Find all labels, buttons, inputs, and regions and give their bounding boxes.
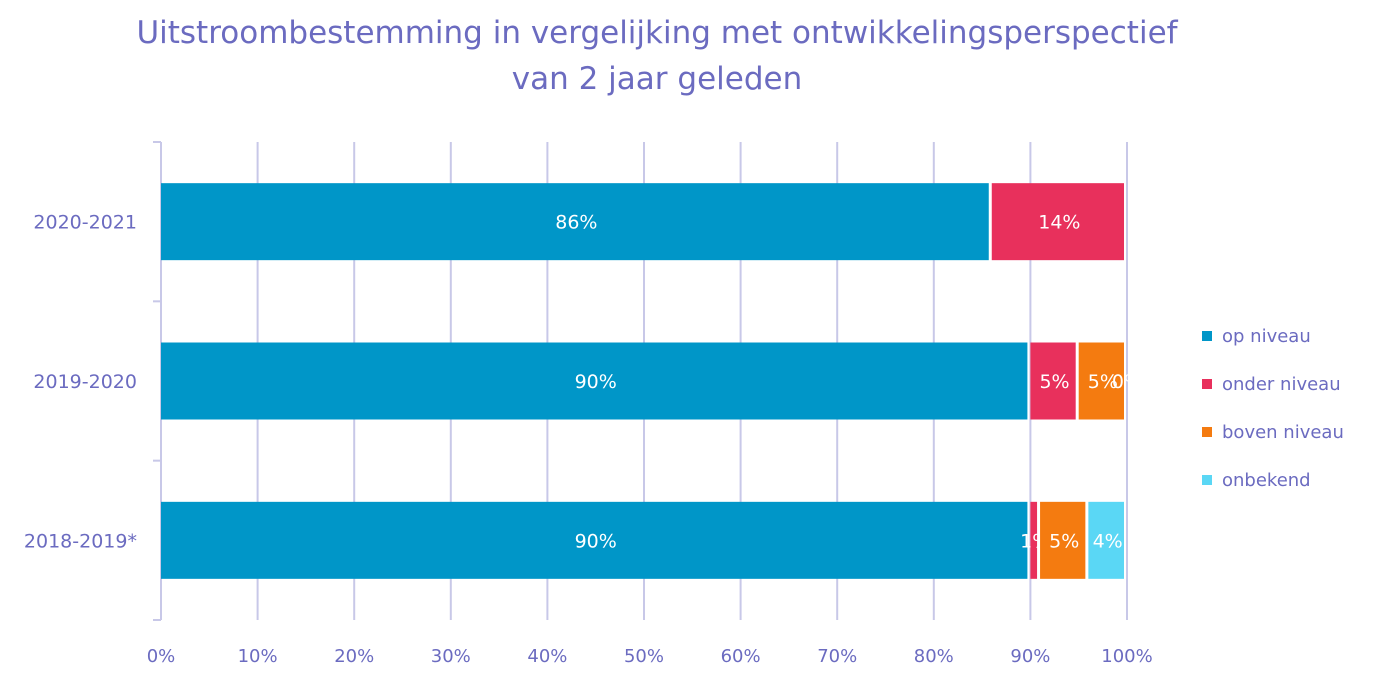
bar-segment (1040, 501, 1086, 579)
bar-segment (1088, 501, 1124, 579)
data-label: 5% (1039, 371, 1069, 393)
legend-item: op niveau (1202, 312, 1344, 360)
x-tick-label: 10% (238, 646, 278, 667)
x-tick-label: 60% (721, 646, 761, 667)
data-label: 5% (1049, 530, 1079, 552)
data-label: 90% (575, 530, 617, 552)
bar-segment (1030, 342, 1076, 420)
x-tick-label: 20% (334, 646, 374, 667)
bar-segment (991, 183, 1124, 261)
chart-title: Uitstroombestemming in vergelijking met … (0, 10, 1384, 102)
x-tick-label: 80% (914, 646, 954, 667)
x-tick-label: 90% (1010, 646, 1050, 667)
x-tick-label: 40% (527, 646, 567, 667)
data-label: 90% (575, 371, 617, 393)
x-tick-label: 50% (624, 646, 664, 667)
category-label: 2020-2021 (33, 212, 137, 234)
x-tick-label: 100% (1101, 646, 1152, 667)
category-label: 2018-2019* (24, 530, 137, 552)
data-label: 14% (1038, 212, 1080, 234)
bar-segment (1030, 501, 1038, 579)
legend-swatch (1202, 331, 1212, 341)
legend-item: onbekend (1202, 456, 1344, 504)
legend-label: op niveau (1222, 325, 1311, 347)
chart-title-line2: van 2 jaar geleden (511, 61, 803, 97)
legend-label: onder niveau (1222, 373, 1341, 395)
data-label: 4% (1093, 530, 1123, 552)
category-label: 2019-2020 (33, 371, 137, 393)
legend-swatch (1202, 475, 1212, 485)
legend-item: boven niveau (1202, 408, 1344, 456)
bar-segment (161, 501, 1028, 579)
bar-segment (161, 342, 1028, 420)
data-label: 5% (1088, 371, 1118, 393)
x-tick-label: 0% (147, 646, 176, 667)
bar-segment (1078, 342, 1124, 420)
x-tick-label: 70% (817, 646, 857, 667)
chart-legend: op niveau onder niveau boven niveau onbeken… (1202, 312, 1344, 504)
chart-title-line1: Uitstroombestemming in vergelijking met … (136, 15, 1178, 51)
data-label: 0% (1112, 371, 1142, 393)
bar-segment (161, 183, 989, 261)
legend-swatch (1202, 427, 1212, 437)
legend-label: onbekend (1222, 469, 1311, 491)
x-tick-label: 30% (431, 646, 471, 667)
legend-label: boven niveau (1222, 421, 1344, 443)
data-label: 86% (555, 212, 597, 234)
legend-swatch (1202, 379, 1212, 389)
legend-item: onder niveau (1202, 360, 1344, 408)
